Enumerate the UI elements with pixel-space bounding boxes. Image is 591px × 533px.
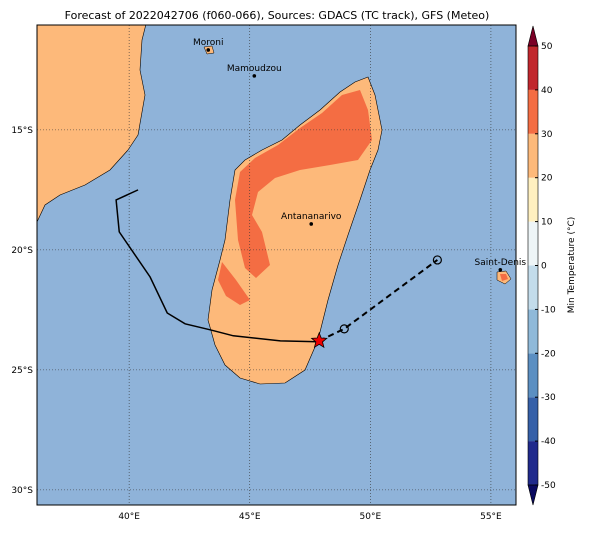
y-tick-label: 15°S xyxy=(11,126,33,136)
map-frame xyxy=(36,24,517,506)
x-tick-label: 40°E xyxy=(118,512,140,522)
x-tick-label: 50°E xyxy=(360,512,382,522)
colorbar-bin xyxy=(528,89,538,134)
colorbar-bin xyxy=(528,309,538,354)
colorbar-label: Min Temperature (°C) xyxy=(567,217,577,314)
colorbar-bin xyxy=(528,133,538,178)
africa xyxy=(37,25,147,223)
city-dot xyxy=(309,222,314,226)
colorbar-bin xyxy=(528,46,538,90)
forecast-track xyxy=(318,259,438,342)
city-label: Mamoudzou xyxy=(227,64,282,74)
colorbar-tick-label: -40 xyxy=(541,437,556,447)
city-dot xyxy=(252,74,257,78)
colorbar-tick-label: -20 xyxy=(541,349,556,359)
colorbar-tick-label: -50 xyxy=(541,481,556,491)
observed-track xyxy=(115,189,319,343)
forecast-point xyxy=(432,255,442,265)
colorbar-tick-label: 50 xyxy=(541,42,553,52)
highland-patch xyxy=(235,90,372,278)
colorbar-over xyxy=(527,25,539,47)
city-dot xyxy=(498,268,503,272)
colorbar-bin xyxy=(528,265,538,310)
city-label: Moroni xyxy=(193,38,224,48)
west-patch xyxy=(218,262,250,305)
forecast-point xyxy=(339,324,349,334)
city-dot xyxy=(206,48,211,52)
colorbar-tick-label: 20 xyxy=(541,174,553,184)
colorbar-bin xyxy=(528,353,538,398)
x-tick-label: 45°E xyxy=(239,512,261,522)
colorbar-tick-label: 40 xyxy=(541,86,553,96)
colorbar-tick-label: -10 xyxy=(541,305,556,315)
colorbar-bin xyxy=(528,441,538,485)
colorbar-tick-label: -30 xyxy=(541,393,556,403)
colorbar-bin xyxy=(528,177,538,222)
colorbar-tick-label: 30 xyxy=(541,130,553,140)
colorbar-tick-label: 10 xyxy=(541,218,553,228)
y-tick-label: 25°S xyxy=(11,366,33,376)
land xyxy=(37,25,512,385)
city-label: Antananarivo xyxy=(281,212,342,222)
y-tick-label: 20°S xyxy=(11,246,33,256)
colorbar-bin xyxy=(528,221,538,266)
x-tick-label: 55°E xyxy=(480,512,502,522)
y-tick-label: 30°S xyxy=(11,486,33,496)
city-label: Saint-Denis xyxy=(475,258,527,268)
current-position xyxy=(310,331,328,349)
colorbar-under xyxy=(527,484,539,506)
colorbar-bin xyxy=(528,397,538,442)
colorbar-tick-label: 0 xyxy=(541,262,547,272)
map-title: Forecast of 2022042706 (f060-066), Sourc… xyxy=(65,9,490,22)
reunion-patch xyxy=(500,274,508,281)
